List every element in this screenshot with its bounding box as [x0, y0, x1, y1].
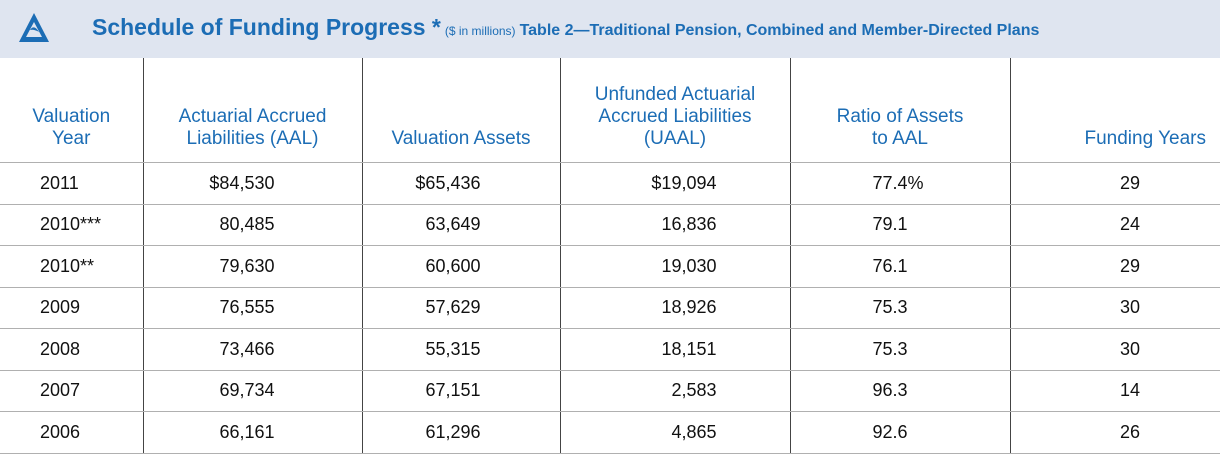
header-line: (UAAL): [643, 128, 707, 149]
column-header: Funding Years: [1009, 58, 1220, 163]
cell: 16,836: [559, 204, 790, 246]
cell: 30: [1009, 287, 1220, 329]
cell: 14: [1009, 370, 1220, 412]
header-line: Accrued Liabilities: [598, 106, 752, 127]
table-row: 2010*** 80,485 63,649 16,836 79.1 24: [0, 204, 1220, 246]
column-header: Valuation Assets: [361, 58, 560, 163]
table-row: 2006 66,161 61,296 4,865 92.6 26: [0, 411, 1220, 454]
cell: 2006: [0, 411, 143, 454]
cell: 57,629: [361, 287, 560, 329]
header-row: Valuation Year Actuarial Accrued Liabilitie…: [0, 58, 1220, 163]
cell: 2008: [0, 328, 143, 371]
table-row: 2008 73,466 55,315 18,151 75.3 30: [0, 328, 1220, 371]
column-header: Actuarial Accrued Liabilities (AAL): [142, 58, 362, 163]
cell: 60,600: [361, 245, 560, 288]
logo: [19, 13, 49, 42]
cell: 2011: [0, 162, 143, 205]
units: ($ in millions): [444, 24, 516, 38]
table-row: 2009 76,555 57,629 18,926 75.3 30: [0, 287, 1220, 329]
cell: $84,530: [142, 162, 362, 205]
subtitle: Table 2—Traditional Pension, Combined an…: [519, 22, 1040, 39]
cell: 92.6: [789, 411, 1010, 454]
cell: 2007: [0, 370, 143, 412]
cell: 63,649: [361, 204, 560, 246]
title: Schedule of Funding Progress *: [92, 14, 441, 40]
cell: 29: [1009, 162, 1220, 205]
header-line: Valuation: [32, 106, 111, 127]
cell: 29: [1009, 245, 1220, 288]
header-line: to AAL: [872, 128, 928, 149]
header-line: Year: [52, 128, 91, 149]
cell: 24: [1009, 204, 1220, 246]
cell: 18,151: [559, 328, 790, 371]
cell: 18,926: [559, 287, 790, 329]
cell: $19,094: [559, 162, 790, 205]
cell: 30: [1009, 328, 1220, 371]
cell: 76,555: [142, 287, 362, 329]
cell: 79,630: [142, 245, 362, 288]
cell: 19,030: [559, 245, 790, 288]
title-block: Schedule of Funding Progress * ($ in mill…: [92, 14, 1039, 41]
cell: 2010**: [0, 245, 143, 288]
table-row: 2011 $84,530 $65,436 $19,094 77.4% 29: [0, 162, 1220, 205]
header-line: Unfunded Actuarial: [594, 84, 756, 105]
column-header: Unfunded Actuarial Accrued Liabilities (UA…: [559, 58, 790, 163]
cell: 4,865: [559, 411, 790, 454]
cell: 80,485: [142, 204, 362, 246]
column-header: Valuation Year: [0, 58, 143, 163]
header-bar: Schedule of Funding Progress * ($ in mill…: [0, 0, 1220, 58]
funding-table: Valuation Year Actuarial Accrued Liabilitie…: [0, 58, 1220, 454]
cell: 76.1: [789, 245, 1010, 288]
cell: 55,315: [361, 328, 560, 371]
header-line: Liabilities (AAL): [186, 128, 319, 149]
cell: 66,161: [142, 411, 362, 454]
column-header: Ratio of Assets to AAL: [789, 58, 1010, 163]
cell: 2,583: [559, 370, 790, 412]
cell: 69,734: [142, 370, 362, 412]
cell: 67,151: [361, 370, 560, 412]
cell: 77.4%: [789, 162, 1010, 205]
cell: 2009: [0, 287, 143, 329]
header-line: Funding Years: [1084, 128, 1207, 149]
cell: 96.3: [789, 370, 1010, 412]
table-body: 2011 $84,530 $65,436 $19,094 77.4% 29 2010*** 8…: [0, 162, 1220, 454]
cell: 2010***: [0, 204, 143, 246]
cell: 79.1: [789, 204, 1010, 246]
cell: 75.3: [789, 328, 1010, 371]
table-row: 2010** 79,630 60,600 19,030 76.1 29: [0, 245, 1220, 288]
cell: 73,466: [142, 328, 362, 371]
cell: 26: [1009, 411, 1220, 454]
header-line: Valuation Assets: [391, 128, 531, 149]
header-line: Ratio of Assets: [836, 106, 964, 127]
cell: $65,436: [361, 162, 560, 205]
cell: 75.3: [789, 287, 1010, 329]
cell: 61,296: [361, 411, 560, 454]
table-row: 2007 69,734 67,151 2,583 96.3 14: [0, 370, 1220, 412]
header-line: Actuarial Accrued: [178, 106, 327, 127]
